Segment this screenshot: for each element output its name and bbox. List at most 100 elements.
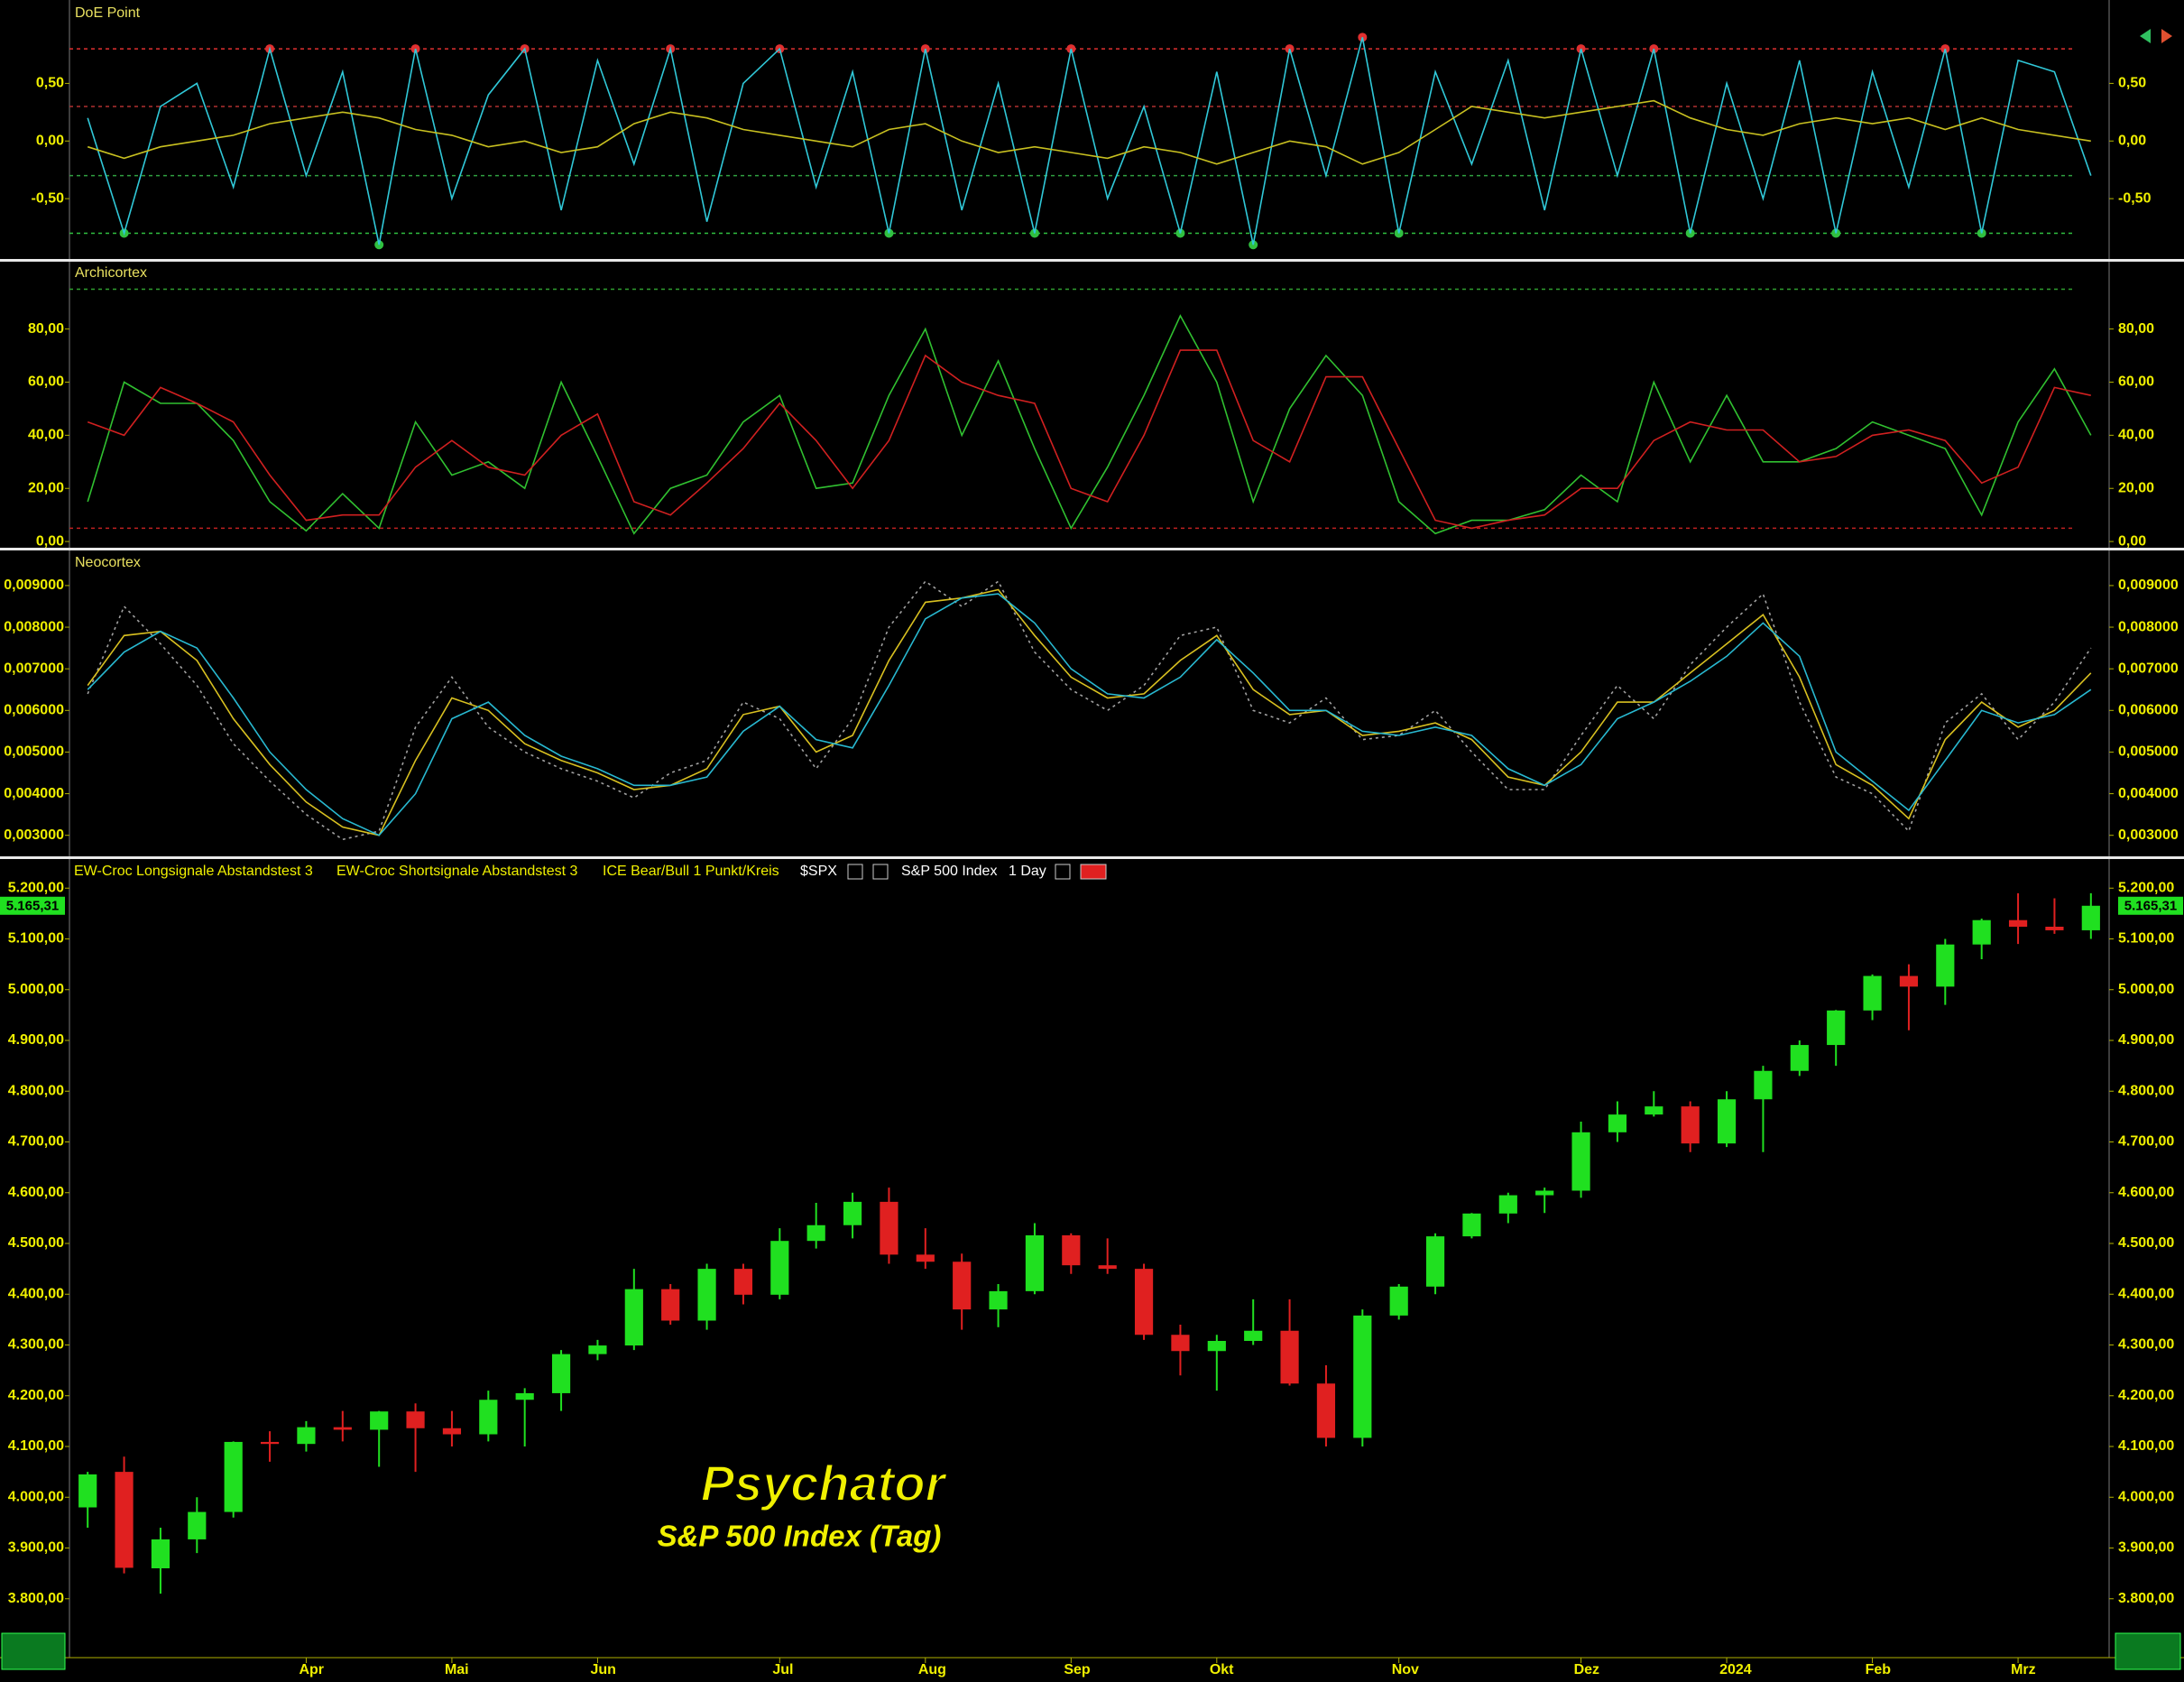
x-tick-label: Nov	[1392, 1662, 1419, 1677]
dropdown[interactable]	[872, 864, 889, 880]
series-line	[87, 37, 2092, 245]
watermark-subtitle: S&P 500 Index (Tag)	[658, 1520, 942, 1553]
candle-body	[1535, 1190, 1554, 1196]
y-tick-label: 3.900,00	[8, 1540, 64, 1556]
candle-body	[2081, 905, 2100, 930]
candle-body	[916, 1254, 935, 1262]
candle-body	[880, 1201, 898, 1255]
candle-body	[2008, 920, 2028, 927]
y-tick-label: 0,00	[36, 133, 64, 148]
y-tick-label: -0,50	[32, 190, 65, 206]
candle-body	[224, 1441, 243, 1512]
candle-body	[1645, 1106, 1663, 1115]
status-widget[interactable]	[1, 1632, 66, 1670]
last-value-tag	[2118, 896, 2183, 915]
interval[interactable]: 1 Day	[1009, 864, 1046, 879]
candle-body	[1498, 1195, 1517, 1214]
candle-body	[2045, 927, 2064, 930]
dropdown[interactable]	[847, 864, 863, 880]
indicator-label: ICE Bear/Bull 1 Punkt/Kreis	[603, 864, 779, 879]
candle-body	[1244, 1330, 1263, 1341]
y-tick-label: 0,004000	[4, 786, 64, 801]
candle-body	[1171, 1335, 1190, 1352]
y-tick-label: -0,50	[2118, 190, 2152, 206]
y-tick-label: 0,006000	[2118, 703, 2179, 718]
x-tick-label: Jul	[772, 1662, 793, 1677]
indicator-label: EW-Croc Longsignale Abstandstest 3	[74, 864, 313, 879]
y-tick-label: 5.000,00	[2118, 982, 2174, 997]
candle-body	[1717, 1099, 1737, 1144]
y-tick-label: 5.200,00	[8, 880, 64, 895]
x-tick-label: Mai	[445, 1662, 469, 1677]
series-line	[87, 99, 2091, 165]
y-tick-label: 4.800,00	[2118, 1083, 2174, 1098]
y-tick-label: 0,00	[36, 533, 64, 549]
y-tick-label: 4.300,00	[8, 1337, 64, 1353]
y-tick-label: 4.600,00	[8, 1185, 64, 1200]
y-tick-label: 0,007000	[4, 661, 64, 676]
candle-body	[442, 1428, 462, 1435]
candle-body	[151, 1539, 170, 1568]
x-tick-label: Dez	[1574, 1662, 1599, 1677]
y-tick-label: 3.900,00	[2118, 1540, 2174, 1556]
y-tick-label: 4.700,00	[2118, 1134, 2174, 1150]
candle-body	[733, 1269, 753, 1295]
status-widget[interactable]	[2115, 1632, 2181, 1670]
y-tick-label: 0,005000	[2118, 744, 2179, 760]
y-tick-label: 20,00	[2118, 480, 2154, 495]
nav-arrow[interactable]	[2161, 29, 2172, 43]
y-tick-label: 80,00	[28, 321, 64, 337]
candle-body	[370, 1411, 389, 1430]
y-tick-label: 0,50	[2118, 76, 2146, 91]
y-tick-label: 0,006000	[4, 703, 64, 718]
indicator-label: EW-Croc Shortsignale Abstandstest 3	[336, 864, 577, 879]
candle-body	[661, 1289, 680, 1321]
nav-icon[interactable]	[2140, 29, 2172, 43]
candle-body	[1280, 1330, 1299, 1384]
symbol[interactable]: $SPX	[800, 864, 837, 879]
nav-arrow[interactable]	[2140, 29, 2151, 43]
y-tick-label: 0,003000	[2118, 827, 2179, 843]
x-tick-label: Okt	[1210, 1662, 1234, 1677]
y-tick-label: 3.800,00	[2118, 1591, 2174, 1606]
y-tick-label: 4.500,00	[2118, 1235, 2174, 1251]
candle-body	[479, 1400, 498, 1435]
candle-body	[588, 1345, 607, 1354]
candle-body	[1936, 944, 1955, 987]
y-tick-label: 0,00	[2118, 533, 2146, 549]
last-value-tag	[0, 896, 65, 915]
candle-body	[697, 1269, 716, 1321]
y-tick-label: 0,009000	[2118, 578, 2179, 593]
y-tick-label: 3.800,00	[8, 1591, 64, 1606]
y-tick-label: 4.700,00	[8, 1134, 64, 1150]
y-tick-label: 0,003000	[4, 827, 64, 843]
candle-body	[843, 1201, 862, 1225]
y-tick-label: 0,005000	[4, 744, 64, 760]
candle-body	[515, 1392, 534, 1400]
y-tick-label: 5.200,00	[2118, 880, 2174, 895]
candle-body	[1134, 1269, 1154, 1335]
candle-body	[1425, 1236, 1445, 1287]
series-line	[87, 593, 2092, 836]
candle-body	[1863, 975, 1882, 1011]
candle-body	[188, 1511, 207, 1539]
watermark: Psychator	[701, 1455, 948, 1511]
candle-body	[1207, 1341, 1226, 1352]
panel-divider	[0, 259, 2184, 262]
y-tick-label: 0,008000	[4, 619, 64, 634]
candle-body	[297, 1427, 316, 1445]
candle-body	[1972, 920, 1991, 945]
dropdown[interactable]	[1055, 864, 1071, 880]
candle-body	[78, 1474, 97, 1508]
candle-body	[1754, 1070, 1773, 1100]
candle-body	[1608, 1114, 1627, 1132]
y-tick-label: 5.100,00	[2118, 931, 2174, 947]
candle-body	[1571, 1132, 1590, 1191]
close-button[interactable]	[1080, 864, 1107, 880]
candle-body	[1316, 1383, 1336, 1438]
candle-body	[624, 1289, 643, 1346]
y-tick-label: 4.400,00	[8, 1286, 64, 1301]
candle-body	[115, 1472, 134, 1568]
y-tick-label: 4.800,00	[8, 1083, 64, 1098]
